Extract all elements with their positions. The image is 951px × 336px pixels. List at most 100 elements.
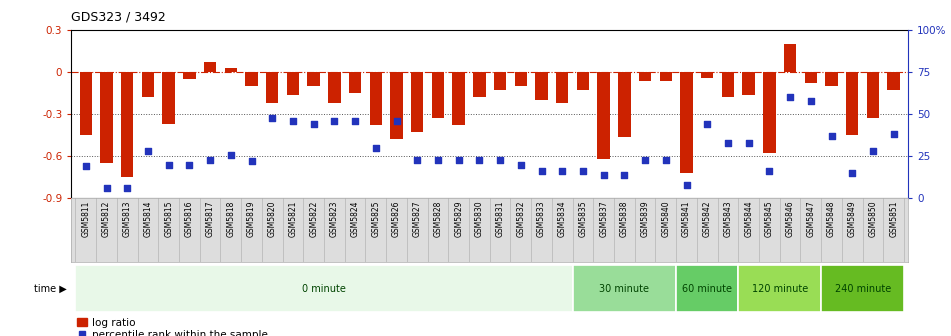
Text: 60 minute: 60 minute — [682, 284, 732, 294]
Text: GSM5825: GSM5825 — [371, 200, 380, 237]
Bar — [80, 72, 92, 135]
Point — [223, 152, 239, 157]
Text: GSM5851: GSM5851 — [889, 200, 898, 237]
Bar — [660, 72, 672, 81]
Bar — [535, 72, 548, 100]
Point — [514, 162, 529, 167]
Point — [637, 157, 652, 162]
Point — [886, 132, 902, 137]
Point — [120, 185, 135, 191]
Bar — [822, 265, 904, 312]
Bar — [866, 72, 880, 119]
Text: GSM5813: GSM5813 — [123, 200, 132, 237]
Text: GSM5816: GSM5816 — [184, 200, 194, 237]
Point — [285, 118, 301, 124]
Text: time ▶: time ▶ — [34, 284, 67, 294]
Text: GSM5821: GSM5821 — [288, 200, 298, 237]
Point — [203, 157, 218, 162]
Bar — [514, 72, 527, 86]
Bar — [184, 72, 196, 79]
Bar — [163, 72, 175, 124]
Bar — [411, 72, 423, 132]
Text: GSM5838: GSM5838 — [620, 200, 629, 237]
Point — [679, 182, 694, 187]
Point — [389, 118, 404, 124]
Legend: log ratio, percentile rank within the sample: log ratio, percentile rank within the sa… — [76, 318, 268, 336]
Text: GSM5812: GSM5812 — [102, 200, 111, 237]
Text: GSM5843: GSM5843 — [724, 200, 732, 237]
Point — [596, 172, 611, 177]
Bar — [432, 72, 444, 119]
Bar — [370, 72, 382, 125]
Text: GSM5823: GSM5823 — [330, 200, 339, 237]
Point — [824, 133, 839, 139]
Text: GSM5828: GSM5828 — [434, 200, 442, 237]
Point — [804, 98, 819, 103]
Point — [244, 159, 260, 164]
Point — [472, 157, 487, 162]
Point — [700, 122, 715, 127]
Text: GSM5840: GSM5840 — [661, 200, 670, 237]
Bar — [474, 72, 486, 97]
Point — [554, 169, 570, 174]
Text: GSM5832: GSM5832 — [516, 200, 525, 237]
Bar — [639, 72, 651, 81]
Bar — [287, 72, 300, 95]
Point — [534, 169, 549, 174]
Text: GSM5817: GSM5817 — [205, 200, 215, 237]
Point — [451, 157, 466, 162]
Bar — [764, 72, 776, 154]
Point — [264, 115, 280, 120]
Bar — [556, 72, 569, 103]
Text: GSM5848: GSM5848 — [827, 200, 836, 237]
Bar — [701, 72, 713, 78]
Bar — [680, 72, 692, 173]
Bar — [597, 72, 610, 159]
Text: GSM5819: GSM5819 — [247, 200, 256, 237]
Bar — [349, 72, 361, 93]
Point — [368, 145, 383, 151]
Point — [658, 157, 673, 162]
Text: GSM5818: GSM5818 — [226, 200, 235, 237]
Point — [762, 169, 777, 174]
Text: GDS323 / 3492: GDS323 / 3492 — [71, 10, 166, 23]
Point — [182, 162, 197, 167]
Text: GSM5835: GSM5835 — [578, 200, 588, 237]
Point — [78, 164, 93, 169]
Bar — [100, 72, 113, 163]
Bar — [245, 72, 258, 86]
Text: 120 minute: 120 minute — [751, 284, 808, 294]
Bar — [307, 72, 320, 86]
Bar — [453, 72, 465, 125]
Point — [617, 172, 632, 177]
Point — [575, 169, 591, 174]
Text: GSM5831: GSM5831 — [495, 200, 505, 237]
Point — [327, 118, 342, 124]
Point — [865, 149, 881, 154]
Text: GSM5845: GSM5845 — [765, 200, 774, 237]
Bar — [121, 72, 133, 177]
Bar — [805, 72, 817, 83]
Text: 240 minute: 240 minute — [835, 284, 891, 294]
Text: GSM5827: GSM5827 — [413, 200, 421, 237]
Point — [783, 95, 798, 100]
Bar — [784, 44, 796, 72]
Text: GSM5830: GSM5830 — [475, 200, 484, 237]
Text: GSM5841: GSM5841 — [682, 200, 691, 237]
Text: GSM5826: GSM5826 — [392, 200, 401, 237]
Text: GSM5850: GSM5850 — [868, 200, 878, 237]
Text: GSM5829: GSM5829 — [455, 200, 463, 237]
Bar — [494, 72, 506, 90]
Bar — [204, 62, 216, 72]
Bar — [738, 265, 822, 312]
Text: GSM5839: GSM5839 — [641, 200, 650, 237]
Bar — [676, 265, 738, 312]
Text: GSM5815: GSM5815 — [165, 200, 173, 237]
Bar — [887, 72, 900, 90]
Point — [720, 140, 735, 145]
Text: 30 minute: 30 minute — [599, 284, 650, 294]
Text: GSM5837: GSM5837 — [599, 200, 609, 237]
Bar — [266, 72, 279, 103]
Bar — [825, 72, 838, 86]
Point — [844, 170, 860, 176]
